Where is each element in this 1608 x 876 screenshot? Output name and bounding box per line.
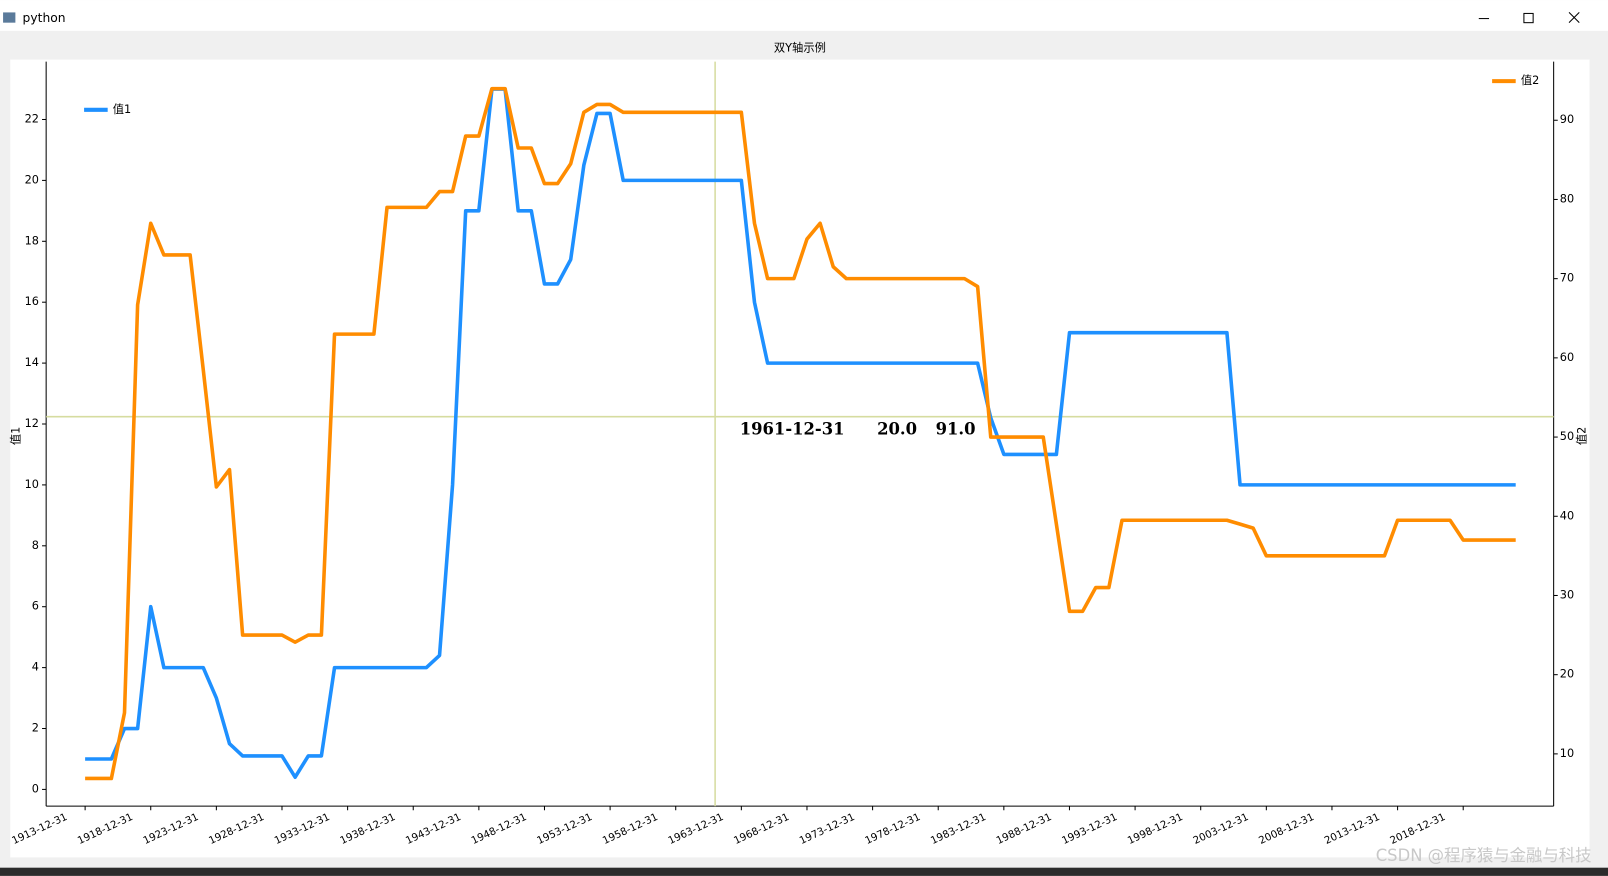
y2-tick-label: 70 — [1560, 272, 1574, 285]
y-tick-label: 10 — [25, 478, 39, 491]
y-tick-label: 8 — [32, 539, 39, 552]
y-tick-label: 22 — [25, 112, 39, 125]
crosshair-label: 1961-12-31 — [740, 420, 845, 439]
crosshair-label: 91.0 — [936, 420, 976, 439]
line-series — [85, 87, 1516, 780]
crosshair-label: 20.0 — [877, 420, 917, 439]
legend-label: 值1 — [113, 103, 131, 116]
y-tick-label: 12 — [25, 417, 39, 430]
y2-tick-label: 50 — [1560, 430, 1574, 443]
window-title: python — [23, 11, 66, 25]
taskbar — [0, 867, 1608, 876]
title-bar — [0, 0, 1608, 31]
y-tick-label: 2 — [32, 722, 39, 735]
y-axis-label: 值1 — [9, 427, 22, 445]
y2-tick-label: 90 — [1560, 113, 1574, 126]
plot-background — [10, 59, 1590, 858]
legend-label: 值2 — [1521, 74, 1539, 87]
y2-tick-label: 40 — [1560, 509, 1574, 522]
watermark: CSDN @程序猿与金融与科技 — [1376, 846, 1592, 865]
close-button[interactable] — [1568, 12, 1580, 24]
y-tick-label: 0 — [32, 782, 39, 795]
y2-tick-label: 20 — [1560, 668, 1574, 681]
y2-tick-label: 80 — [1560, 192, 1574, 205]
y-tick-label: 20 — [25, 173, 39, 186]
app-icon — [3, 12, 16, 23]
y2-axis-label: 值2 — [1575, 427, 1588, 445]
y-tick-label: 18 — [25, 234, 39, 247]
restore-button[interactable] — [1523, 12, 1534, 24]
y2-tick-label: 60 — [1560, 351, 1574, 364]
y-tick-label: 6 — [32, 600, 39, 613]
y-tick-label: 14 — [25, 356, 39, 369]
y-tick-label: 4 — [32, 661, 39, 674]
y2-tick-label: 30 — [1560, 588, 1574, 601]
y-tick-label: 16 — [25, 295, 39, 308]
line-series — [85, 86, 1516, 781]
y2-tick-label: 10 — [1560, 747, 1574, 760]
chart-title: 双Y轴示例 — [774, 40, 826, 54]
